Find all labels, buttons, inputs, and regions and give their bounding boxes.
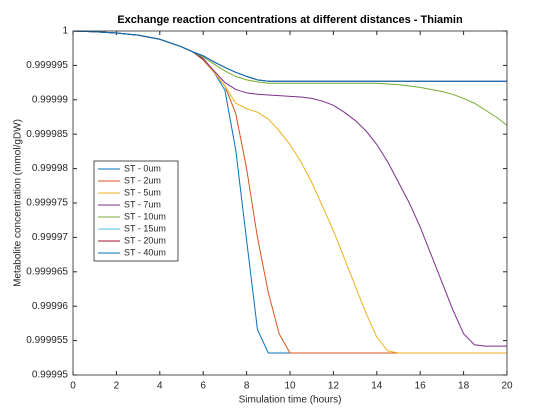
x-axis-label: Simulation time (hours) [239, 395, 342, 406]
x-tick-label: 20 [501, 381, 513, 392]
y-tick-label: 0.99995 [32, 370, 69, 381]
y-tick-label: 0.999955 [26, 335, 68, 346]
y-tick-label: 0.999985 [26, 129, 68, 140]
chart-title: Exchange reaction concentrations at diff… [117, 14, 463, 26]
series-line [72, 30, 507, 82]
x-tick-label: 0 [70, 381, 76, 392]
x-tick-label: 18 [458, 381, 470, 392]
x-tick-label: 6 [200, 381, 206, 392]
y-tick-label: 1 [62, 26, 68, 37]
y-tick-label: 0.99999 [32, 94, 69, 105]
legend-label: ST - 20um [124, 235, 166, 245]
legend-label: ST - 7um [124, 199, 161, 209]
x-tick-label: 2 [114, 381, 120, 392]
legend-label: ST - 2um [124, 175, 161, 185]
y-tick-label: 0.999965 [26, 266, 68, 277]
y-axis-label: Metabolite concentration (mmol/gDW) [13, 119, 24, 287]
x-tick-label: 12 [328, 381, 340, 392]
y-tick-label: 0.999975 [26, 198, 68, 209]
x-tick-label: 4 [157, 381, 163, 392]
y-tick-label: 0.99996 [32, 301, 69, 312]
y-tick-label: 0.99997 [32, 232, 69, 243]
legend-label: ST - 10um [124, 211, 166, 221]
x-tick-label: 8 [244, 381, 250, 392]
y-tick-label: 0.99998 [32, 163, 69, 174]
plot-frame [72, 30, 508, 376]
y-tick-label: 0.999995 [26, 60, 68, 71]
x-tick-label: 14 [371, 381, 383, 392]
legend: ST - 0um ST - 2um ST - 5um ST - 7um ST - 10u… [93, 160, 179, 262]
x-tick-label: 10 [284, 381, 296, 392]
x-tick-label: 16 [415, 381, 427, 392]
legend-box [93, 160, 179, 262]
legend-label: ST - 0um [124, 163, 161, 173]
legend-label: ST - 15um [124, 223, 166, 233]
legend-label: ST - 40um [124, 247, 166, 257]
legend-label: ST - 5um [124, 187, 161, 197]
